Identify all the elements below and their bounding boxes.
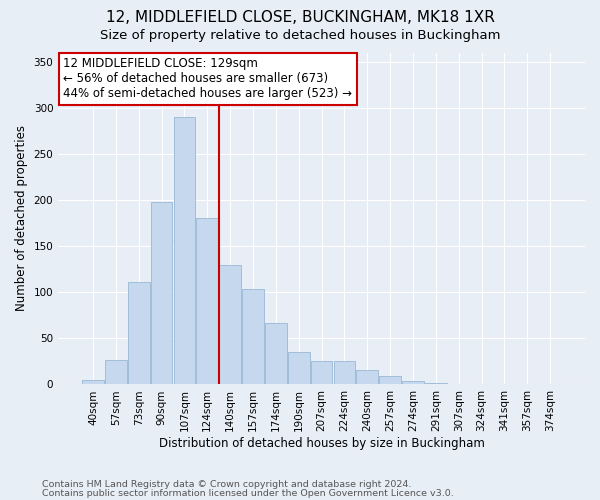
Bar — [173, 117, 195, 384]
Text: 12, MIDDLEFIELD CLOSE, BUCKINGHAM, MK18 1XR: 12, MIDDLEFIELD CLOSE, BUCKINGHAM, MK18 … — [106, 10, 494, 25]
Y-axis label: Number of detached properties: Number of detached properties — [15, 126, 28, 312]
Text: Contains HM Land Registry data © Crown copyright and database right 2024.: Contains HM Land Registry data © Crown c… — [42, 480, 412, 489]
Bar — [196, 218, 218, 384]
Text: Size of property relative to detached houses in Buckingham: Size of property relative to detached ho… — [100, 29, 500, 42]
Text: Contains public sector information licensed under the Open Government Licence v3: Contains public sector information licen… — [42, 488, 454, 498]
Bar — [379, 376, 401, 384]
Bar — [82, 380, 104, 384]
X-axis label: Distribution of detached houses by size in Buckingham: Distribution of detached houses by size … — [158, 437, 485, 450]
Bar — [288, 352, 310, 384]
Bar — [151, 202, 172, 384]
Bar — [402, 381, 424, 384]
Bar — [356, 370, 378, 384]
Bar — [105, 360, 127, 384]
Bar — [311, 362, 332, 384]
Bar — [219, 264, 241, 384]
Text: 12 MIDDLEFIELD CLOSE: 129sqm
← 56% of detached houses are smaller (673)
44% of s: 12 MIDDLEFIELD CLOSE: 129sqm ← 56% of de… — [64, 58, 352, 100]
Bar — [425, 382, 447, 384]
Bar — [334, 362, 355, 384]
Bar — [242, 290, 264, 384]
Bar — [265, 322, 287, 384]
Bar — [128, 282, 149, 384]
